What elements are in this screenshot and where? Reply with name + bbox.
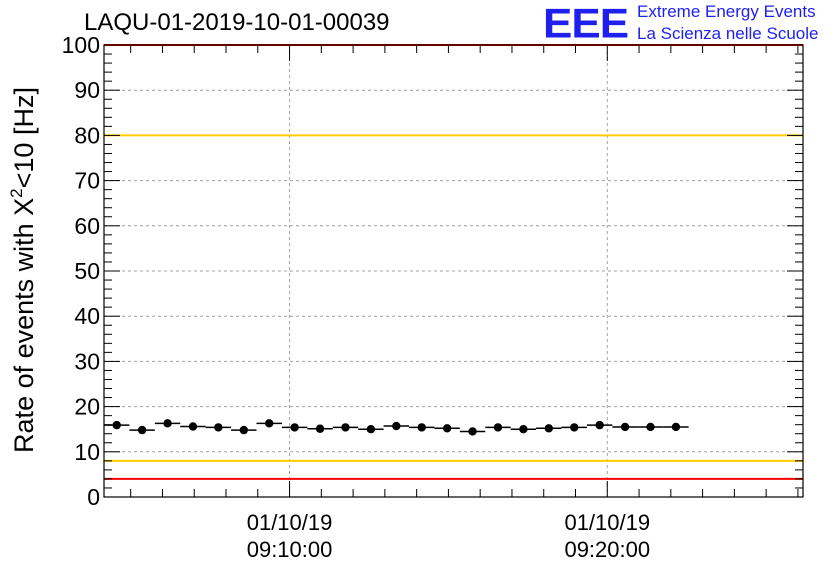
data-point <box>290 423 299 432</box>
data-point <box>620 422 630 432</box>
logo-line-2: La Scienza nelle Scuole <box>637 24 819 43</box>
chart-title: LAQU-01-2019-10-01-00039 <box>84 9 390 36</box>
data-point <box>341 423 350 432</box>
data-point <box>442 424 452 433</box>
data-point <box>112 420 121 430</box>
x-tick-label-time: 09:20:00 <box>564 537 650 562</box>
data-point <box>188 422 198 431</box>
data-point <box>468 427 477 436</box>
data-point <box>163 419 172 428</box>
x-tick-label-time: 09:10:00 <box>247 537 333 562</box>
data-point <box>544 424 554 433</box>
data-point <box>214 423 223 432</box>
data-point <box>417 423 426 432</box>
data-point <box>366 425 376 434</box>
data-point <box>595 420 604 430</box>
y-tick-label: 40 <box>74 303 100 329</box>
data-point <box>137 425 147 435</box>
x-tick-label-date: 01/10/19 <box>247 510 333 535</box>
y-tick-label: 90 <box>74 77 100 103</box>
data-point <box>646 422 655 432</box>
y-tick-label: 30 <box>74 348 100 374</box>
data-point <box>315 424 325 433</box>
y-tick-label: 80 <box>74 122 100 148</box>
data-point <box>519 425 528 434</box>
data-point <box>570 423 579 432</box>
y-tick-label: 70 <box>74 168 100 194</box>
y-axis-title: Rate of events with X2<10 [Hz] <box>7 87 39 453</box>
data-point <box>392 421 401 431</box>
y-tick-label: 100 <box>62 32 100 58</box>
y-tick-label: 60 <box>74 213 100 239</box>
data-point <box>671 422 681 432</box>
y-tick-label: 10 <box>74 439 100 465</box>
data-point <box>239 425 248 435</box>
data-point <box>265 419 274 428</box>
y-tick-label: 0 <box>87 484 100 510</box>
y-tick-label: 50 <box>74 258 100 284</box>
eee-logo: EEE <box>543 0 629 47</box>
y-tick-label: 20 <box>74 394 100 420</box>
x-tick-label-date: 01/10/19 <box>564 510 650 535</box>
logo-line-1: Extreme Energy Events <box>637 2 816 21</box>
data-point <box>493 423 503 432</box>
